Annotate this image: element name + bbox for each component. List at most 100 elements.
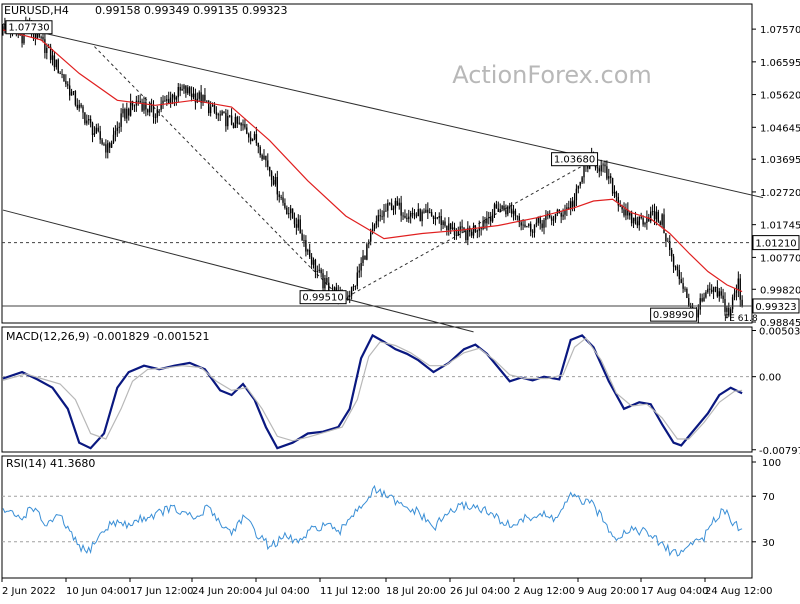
candle-body <box>217 114 219 116</box>
candle-body <box>650 211 652 222</box>
candle-body <box>206 100 208 102</box>
candle-body <box>728 307 730 316</box>
candle-body <box>411 213 414 214</box>
candle-body <box>238 122 240 124</box>
candle-body <box>651 211 654 212</box>
candle-body <box>518 216 520 223</box>
candle-body <box>156 109 158 118</box>
candle-body <box>370 232 372 242</box>
candle-body <box>680 279 682 284</box>
price-tick-label: 1.00770 <box>760 253 800 264</box>
candle-body <box>389 202 391 204</box>
candle-body <box>166 99 168 101</box>
candle-body <box>250 137 252 142</box>
candle-body <box>512 210 515 214</box>
horizontal-levels: 1.01210 0.99323 <box>2 235 800 314</box>
candle-body <box>482 221 484 229</box>
annotation-box <box>5 20 53 35</box>
candle-body <box>526 226 528 227</box>
candle-body <box>168 99 170 105</box>
candle-body <box>522 224 524 226</box>
candle-body <box>674 266 677 268</box>
candle-body <box>234 117 237 128</box>
price-tick-label: 0.99820 <box>760 285 800 296</box>
candle-body <box>434 217 437 219</box>
candle-body <box>653 211 656 220</box>
time-tick-label: 24 Jun 20:00 <box>192 586 256 597</box>
candle-body <box>352 286 355 287</box>
annotation-box <box>299 290 347 305</box>
time-tick-label: 18 Jul 20:00 <box>386 586 446 597</box>
candle-body <box>516 215 518 217</box>
candle-body <box>636 221 639 226</box>
time-tick-label: 11 Jul 12:00 <box>320 586 380 597</box>
candle-body <box>490 217 492 222</box>
candle-body <box>86 120 88 124</box>
candle-body <box>242 124 244 126</box>
candle-body <box>310 256 313 265</box>
candle-body <box>564 209 566 215</box>
candle-body <box>42 36 44 40</box>
candle-body <box>320 269 322 274</box>
candle-body <box>410 213 412 217</box>
candle-body <box>581 177 583 182</box>
candle-body <box>236 117 238 124</box>
candle-body <box>608 176 610 179</box>
candle-body <box>528 223 530 226</box>
candle-body <box>326 278 328 283</box>
horizontal-level-label: 1.01210 <box>755 239 796 250</box>
candle-body <box>34 34 37 39</box>
candle-body <box>240 122 242 126</box>
candle-body <box>259 146 261 155</box>
candle-body <box>244 124 246 128</box>
candle-body <box>303 240 305 241</box>
candle-body <box>570 201 572 210</box>
candle-body <box>288 213 290 215</box>
candle-body <box>349 295 351 297</box>
candle-body <box>282 197 284 203</box>
candle-body <box>509 206 511 209</box>
candle-body <box>432 215 435 219</box>
candle-body <box>606 166 608 179</box>
candle-body <box>406 217 408 220</box>
candle-body <box>552 219 555 221</box>
candle-body <box>69 85 71 96</box>
candle-body <box>160 103 162 110</box>
candle-body <box>149 105 151 113</box>
candle-body <box>638 216 640 226</box>
price-tick-label: 1.03695 <box>760 155 800 166</box>
candle-body <box>221 111 223 116</box>
candle-body <box>53 55 56 68</box>
candle-body <box>550 217 553 221</box>
candle-body <box>358 270 360 273</box>
candle-body <box>571 201 574 207</box>
candle-body <box>173 94 176 100</box>
candle-body <box>442 221 444 225</box>
candle-body <box>531 231 534 233</box>
candle-body <box>93 133 96 135</box>
candle-body <box>537 216 539 223</box>
candle-body <box>269 166 271 172</box>
candle-body <box>644 223 646 225</box>
rsi-line <box>2 484 743 557</box>
candle-body <box>227 115 229 127</box>
candle-body <box>682 283 684 289</box>
candle-body <box>301 233 303 241</box>
candle-body <box>507 206 509 215</box>
candle-body <box>446 225 448 231</box>
candle-body <box>278 194 280 198</box>
candle-body <box>187 87 189 94</box>
candle-body <box>322 273 324 289</box>
macd-title: MACD(12,26,9) -0.001829 -0.001521 <box>6 330 209 343</box>
candle-body <box>457 231 459 236</box>
candle-body <box>162 100 164 104</box>
candle-body <box>371 229 374 233</box>
candle-body <box>154 117 157 118</box>
price-tick-label: 1.02720 <box>760 188 800 199</box>
candle-body <box>741 299 743 306</box>
candle-body <box>194 93 197 103</box>
candle-body <box>596 167 599 169</box>
candle-body <box>739 278 741 300</box>
candle-body <box>711 289 713 292</box>
candle-body <box>145 102 147 110</box>
